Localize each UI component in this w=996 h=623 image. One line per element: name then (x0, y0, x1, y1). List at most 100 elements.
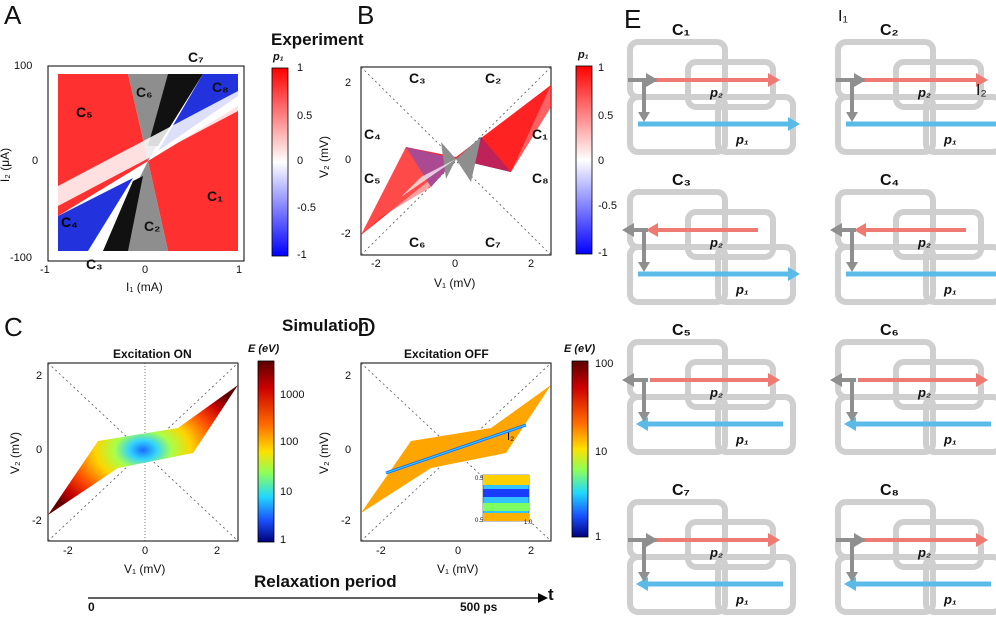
diagram-p1-label: p₁ (736, 592, 749, 607)
a-colorbar (271, 67, 289, 257)
d-inset-t2: 0.5 (475, 518, 484, 524)
b-cbar-t4: -0.5 (598, 200, 617, 212)
b-cbar-t3: 0 (598, 155, 605, 167)
a-region-c5: C₅ (76, 104, 93, 120)
p2-arrow-head (976, 73, 988, 87)
timeline-start: 0 (88, 600, 95, 614)
gray-arrow-head (854, 533, 866, 547)
c-cbar-t4: 1 (280, 534, 287, 546)
diagram-p1-label: p₁ (944, 432, 957, 447)
a-ytick-top: 100 (14, 60, 33, 72)
d-ytick-bot: -2 (341, 515, 351, 527)
diagram-title-1: C₁ (672, 22, 691, 39)
gray-arrow-head (646, 533, 658, 547)
c-ytick-bot: -2 (32, 515, 42, 527)
d-inset-t3: 1.0 (524, 520, 533, 526)
diagram-p2-label: p₂ (710, 545, 723, 560)
b-region-c5: C₅ (364, 170, 381, 186)
a-cbar-t3: 0 (297, 155, 304, 167)
c-ytick-top: 2 (36, 370, 43, 382)
c-title: Excitation ON (113, 347, 192, 361)
p2-arrow-head (768, 73, 780, 87)
diagram-title-8: C₈ (880, 482, 900, 499)
p2-arrow-head (854, 223, 866, 237)
timeline-arrow (88, 593, 548, 603)
gray-vertical-arrow-head (638, 262, 650, 272)
c-ytick-mid: 0 (36, 444, 43, 456)
panel-letter-d: D (357, 312, 376, 342)
a-ytick-mid: 0 (32, 155, 39, 167)
diagram-p2-label: p₂ (710, 385, 723, 400)
b-colorbar (575, 65, 593, 255)
d-xtick-left: -2 (376, 545, 386, 557)
a-cbar-t4: -0.5 (297, 202, 316, 214)
d-cbar-t3: 1 (595, 531, 602, 543)
c-cbar-title: E (eV) (248, 343, 280, 355)
d-ylabel: V₂ (mV) (317, 432, 331, 474)
b-cbar-t2: 0.5 (598, 110, 614, 122)
c-colorbar (257, 360, 275, 543)
d-xtick-mid: 0 (455, 545, 462, 557)
b-cbar-t1: 1 (598, 62, 605, 74)
simulation-heading: Simulation (282, 316, 369, 335)
p1-arrow-head (844, 417, 856, 431)
diagram-p1-label: p₁ (736, 432, 749, 447)
panel-letter-b: B (357, 0, 375, 30)
timeline-end: 500 ps (460, 600, 498, 614)
gray-vertical-arrow-head (846, 412, 858, 422)
a-region-c1: C₁ (207, 188, 223, 204)
c-cbar-t3: 10 (280, 486, 293, 498)
c-cbar-t2: 100 (280, 436, 299, 448)
gray-arrow-head (830, 373, 842, 387)
b-ytick-mid: 0 (345, 154, 352, 166)
b-ytick-top: 2 (345, 77, 352, 89)
circuit-diagram-5 (622, 339, 796, 455)
a-ylabel: I₂ (μA) (0, 147, 13, 183)
diagram-title-3: C₃ (672, 172, 691, 189)
circuit-diagram-7 (627, 499, 796, 615)
diagram-p2-label: p₂ (710, 235, 723, 250)
b-cbar-t5: -1 (598, 247, 608, 259)
panel-letter-a: A (4, 0, 22, 30)
b-region-c1: C₁ (532, 126, 548, 142)
p1-arrow-head (636, 577, 648, 591)
diagram-title-4: C₄ (880, 172, 900, 189)
a-xtick-right: 1 (236, 264, 243, 276)
circuit-diagram-2 (835, 39, 996, 155)
b-xlabel: V₁ (mV) (434, 276, 476, 290)
p2-arrow-head (646, 223, 658, 237)
panel-letter-e: E (624, 4, 642, 34)
a-cbar-t2: 0.5 (297, 110, 313, 122)
diagram-p1-label: p₁ (944, 132, 957, 147)
b-xtick-mid: 0 (452, 258, 459, 270)
diagram-title-5: C₅ (672, 322, 691, 339)
b-region-c3: C₃ (409, 70, 426, 86)
circuit-diagram-4 (830, 189, 996, 305)
d-cbar-t1: 100 (595, 358, 614, 370)
diagram-p1-label: p₁ (736, 282, 749, 297)
i1-annotation: I₁ (838, 8, 848, 25)
panel-letter-c: C (4, 312, 23, 342)
c-xlabel: V₁ (mV) (124, 562, 166, 576)
d-cbar-t2: 10 (595, 446, 608, 458)
a-cbar-t5: -1 (297, 249, 307, 261)
d-ytick-mid: 0 (345, 444, 352, 456)
panel-c-map (47, 362, 239, 542)
b-region-c7: C₇ (485, 234, 501, 250)
p2-arrow-head (976, 533, 988, 547)
c-cbar-t1: 1000 (280, 389, 305, 401)
p1-arrow-head (636, 417, 648, 431)
gray-vertical-arrow-head (846, 262, 858, 272)
c-xtick-left: -2 (63, 545, 73, 557)
gray-vertical-arrow-head (846, 572, 858, 582)
p1-arrow-head (788, 117, 800, 131)
circuit-diagram-8 (835, 499, 996, 615)
circuit-diagram-3 (622, 189, 800, 305)
diagram-title-2: C₂ (880, 22, 899, 39)
d-xtick-right: 2 (528, 545, 535, 557)
a-region-c7: C₇ (188, 49, 204, 65)
a-ytick-bot: -100 (10, 252, 33, 264)
diagram-p2-label: p₂ (918, 385, 931, 400)
diagram-p1-label: p₁ (736, 132, 749, 147)
timeline-axis: t (548, 585, 554, 604)
